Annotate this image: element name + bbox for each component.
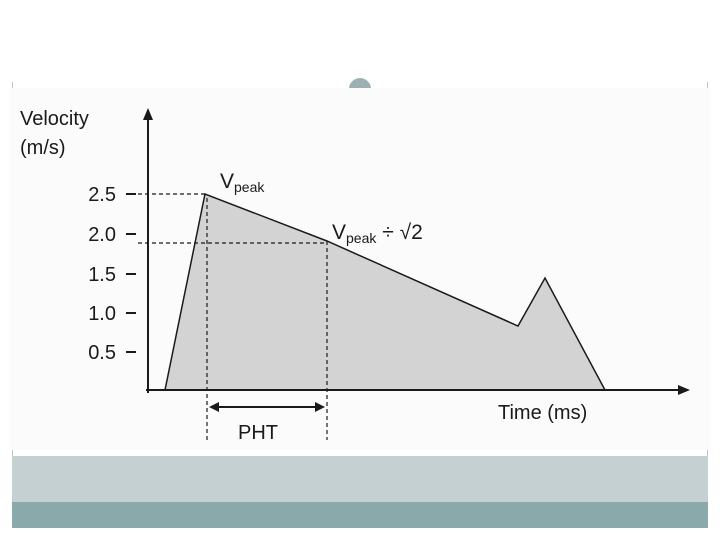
pht-label: PHT	[238, 422, 278, 444]
y-tick-label-0-5: 0.5	[88, 342, 116, 364]
footer-band-light	[12, 456, 708, 502]
peak-velocity-label: Vpeak	[220, 170, 265, 195]
y-tick-label-1-0: 1.0	[88, 303, 116, 325]
y-tick-label-1-5: 1.5	[88, 264, 116, 286]
pht-arrow-left-head	[209, 402, 219, 412]
x-axis-label: Time (ms)	[498, 402, 587, 424]
y-axis-arrow	[143, 108, 153, 120]
pht-arrow-right-head	[315, 402, 325, 412]
y-axis-label-line2: (m/s)	[20, 137, 66, 159]
pressure-half-time-diagram: Velocity (m/s) 2.5 2.0 1.5 1.0 0.5 Vpeak…	[10, 88, 710, 450]
x-axis-arrow	[678, 385, 690, 395]
footer-band-dark	[12, 502, 708, 528]
half-velocity-label: Vpeak ÷ √2	[332, 221, 423, 246]
y-tick-label-2-5: 2.5	[88, 184, 116, 206]
diagram-svg: Velocity (m/s) 2.5 2.0 1.5 1.0 0.5 Vpeak…	[20, 108, 690, 444]
y-tick-label-2-0: 2.0	[88, 224, 116, 246]
title-area	[12, 12, 708, 82]
y-axis-label-line1: Velocity	[20, 108, 89, 130]
